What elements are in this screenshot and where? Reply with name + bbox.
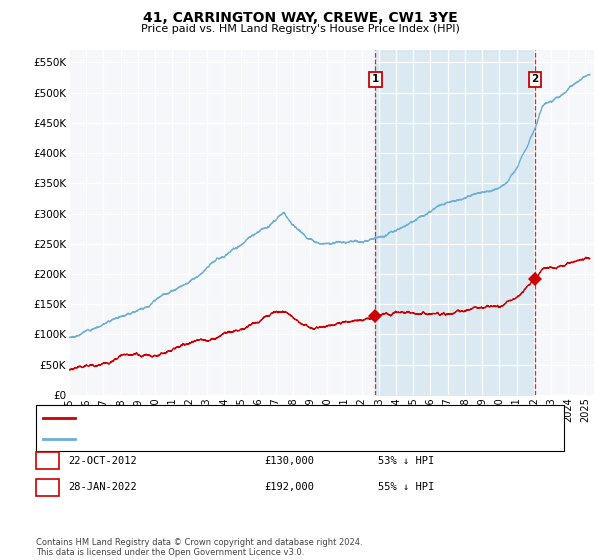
Text: 1: 1 <box>372 74 379 85</box>
Text: £192,000: £192,000 <box>264 482 314 492</box>
Text: 41, CARRINGTON WAY, CREWE, CW1 3YE (detached house): 41, CARRINGTON WAY, CREWE, CW1 3YE (deta… <box>81 413 389 423</box>
Text: £130,000: £130,000 <box>264 456 314 466</box>
Text: 28-JAN-2022: 28-JAN-2022 <box>68 482 137 492</box>
Text: 1: 1 <box>44 456 51 466</box>
Text: Contains HM Land Registry data © Crown copyright and database right 2024.
This d: Contains HM Land Registry data © Crown c… <box>36 538 362 557</box>
Text: Price paid vs. HM Land Registry's House Price Index (HPI): Price paid vs. HM Land Registry's House … <box>140 24 460 34</box>
Text: 53% ↓ HPI: 53% ↓ HPI <box>378 456 434 466</box>
Text: 55% ↓ HPI: 55% ↓ HPI <box>378 482 434 492</box>
Text: 2: 2 <box>44 482 51 492</box>
Text: HPI: Average price, detached house, Cheshire East: HPI: Average price, detached house, Ches… <box>81 435 346 444</box>
Text: 2: 2 <box>532 74 539 85</box>
Text: 22-OCT-2012: 22-OCT-2012 <box>68 456 137 466</box>
Text: 41, CARRINGTON WAY, CREWE, CW1 3YE: 41, CARRINGTON WAY, CREWE, CW1 3YE <box>143 11 457 25</box>
